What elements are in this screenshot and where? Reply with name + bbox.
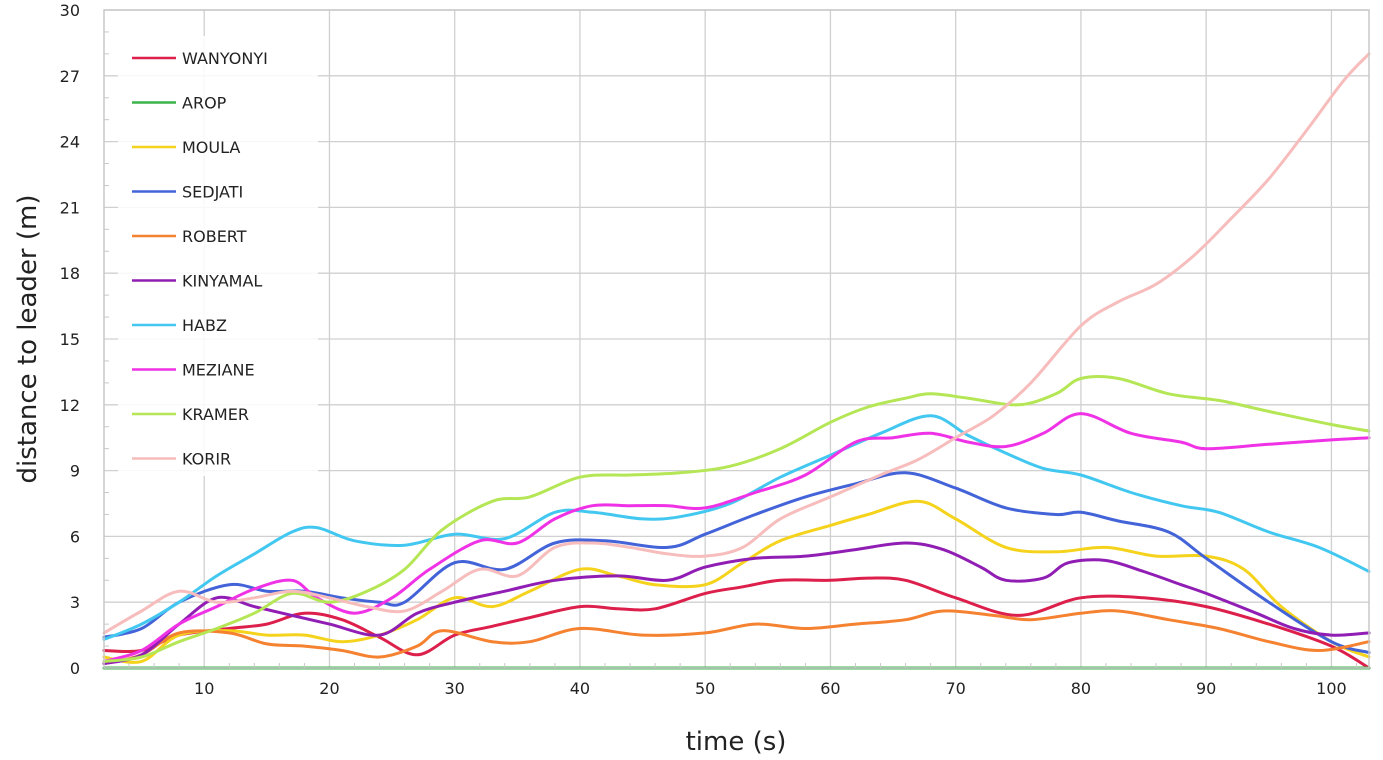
y-axis-title: distance to leader (m)	[13, 194, 43, 483]
legend-label: KORIR	[182, 450, 231, 469]
x-tick-label: 90	[1196, 679, 1216, 698]
legend-label: WANYONYI	[182, 49, 268, 68]
y-tick-label: 0	[70, 659, 80, 678]
series-line-korir	[102, 52, 1371, 635]
series-line-kramer	[102, 375, 1371, 663]
legend-label: MEZIANE	[182, 361, 255, 380]
y-tick-label: 24	[60, 133, 80, 152]
series-line-kinyamal	[102, 541, 1371, 666]
y-axis-ticks: 0 3 6 9 12 15 18 21 24 27 30	[60, 1, 109, 678]
legend-label: AROP	[182, 94, 227, 113]
y-tick-label: 27	[60, 67, 80, 86]
y-tick-label: 18	[60, 264, 80, 283]
x-axis-ticks: 10 20 30 40 50 60 70 80 90 100	[103, 663, 1357, 698]
series-layer	[102, 52, 1371, 670]
x-tick-label: 70	[946, 679, 966, 698]
series-line-meziane	[102, 412, 1371, 663]
x-tick-label: 30	[445, 679, 465, 698]
x-tick-label: 40	[570, 679, 590, 698]
legend-label: KRAMER	[182, 405, 249, 424]
y-tick-label: 21	[60, 198, 80, 217]
y-tick-label: 12	[60, 396, 80, 415]
x-tick-label: 50	[695, 679, 715, 698]
x-axis-title: time (s)	[686, 727, 787, 757]
y-tick-label: 3	[70, 593, 80, 612]
legend: WANYONYI AROP MOULA SEDJATI ROBERT KINYAMAL HA…	[118, 36, 318, 476]
series-line-habz	[102, 414, 1371, 641]
legend-label: ROBERT	[182, 227, 247, 246]
x-tick-label: 60	[820, 679, 840, 698]
x-tick-label: 10	[194, 679, 214, 698]
plot-frame	[103, 9, 1370, 669]
y-tick-label: 15	[60, 330, 80, 349]
series-line-robert	[102, 609, 1371, 666]
y-tick-label: 9	[70, 462, 80, 481]
legend-background	[118, 36, 318, 476]
legend-label: KINYAMAL	[182, 272, 262, 291]
legend-label: SEDJATI	[182, 183, 243, 202]
x-tick-label: 100	[1316, 679, 1347, 698]
legend-label: HABZ	[182, 316, 227, 335]
x-tick-label: 80	[1071, 679, 1091, 698]
series-line-wanyonyi	[102, 576, 1371, 670]
y-tick-label: 30	[60, 1, 80, 20]
legend-label: MOULA	[182, 138, 240, 157]
series-line-moula	[102, 499, 1371, 664]
y-tick-label: 6	[70, 527, 80, 546]
x-tick-label: 20	[319, 679, 339, 698]
